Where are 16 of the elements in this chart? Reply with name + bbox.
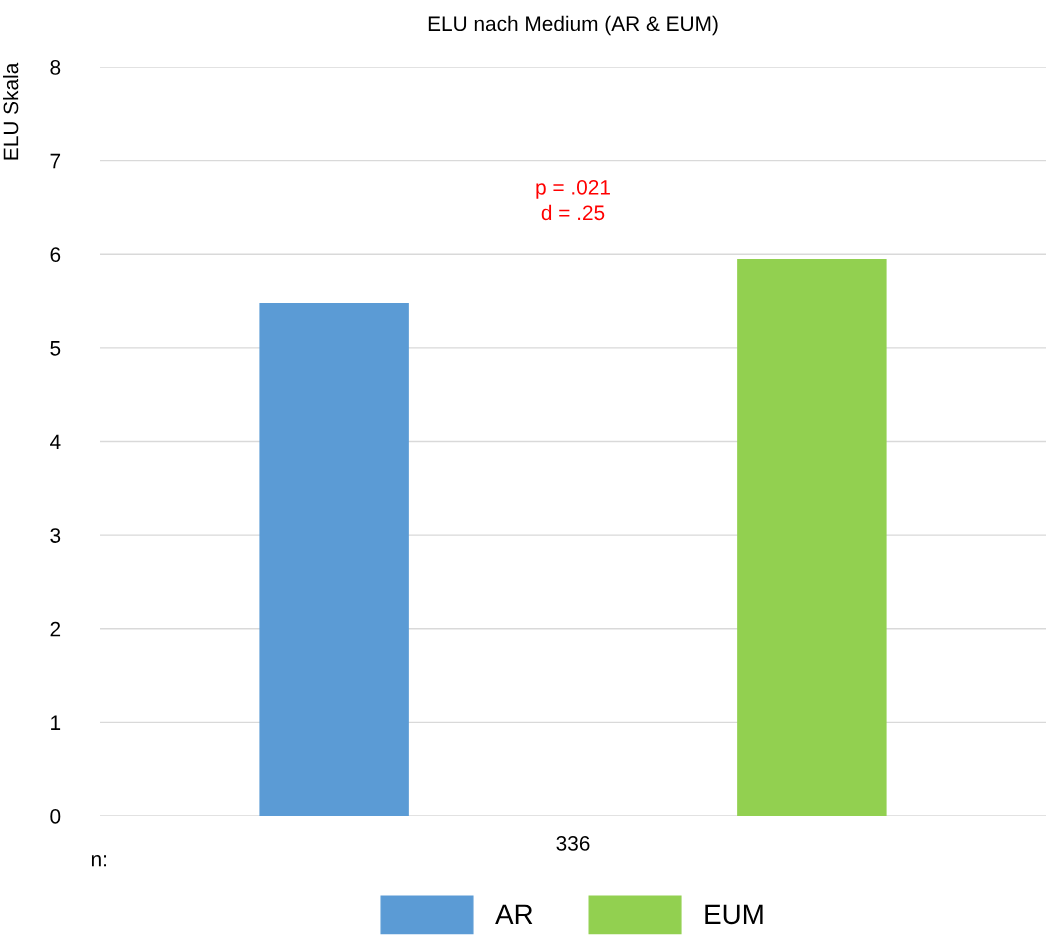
y-tick-label: 7 [50, 153, 61, 169]
legend-label: EUM [705, 904, 763, 925]
y-tick-label: 6 [50, 247, 61, 262]
y-tick-label: 0 [50, 809, 61, 824]
y-axis-title: ELU Skala [3, 62, 19, 160]
y-tick-label: 3 [50, 528, 61, 543]
y-tick-label: 5 [50, 341, 61, 356]
x-tick-label: 336 [556, 835, 590, 851]
y-tick-label: 8 [50, 60, 61, 75]
y-tick-label: 2 [50, 621, 61, 637]
annotation: p = .021 d = .25 [536, 179, 610, 221]
y-tick-label: 1 [51, 715, 61, 730]
y-tick-label: 4 [50, 434, 61, 450]
legend-label: AR [495, 904, 533, 924]
text: n: [91, 855, 107, 867]
chart-title: ELU nach Medium (AR & EUM) [428, 15, 718, 36]
